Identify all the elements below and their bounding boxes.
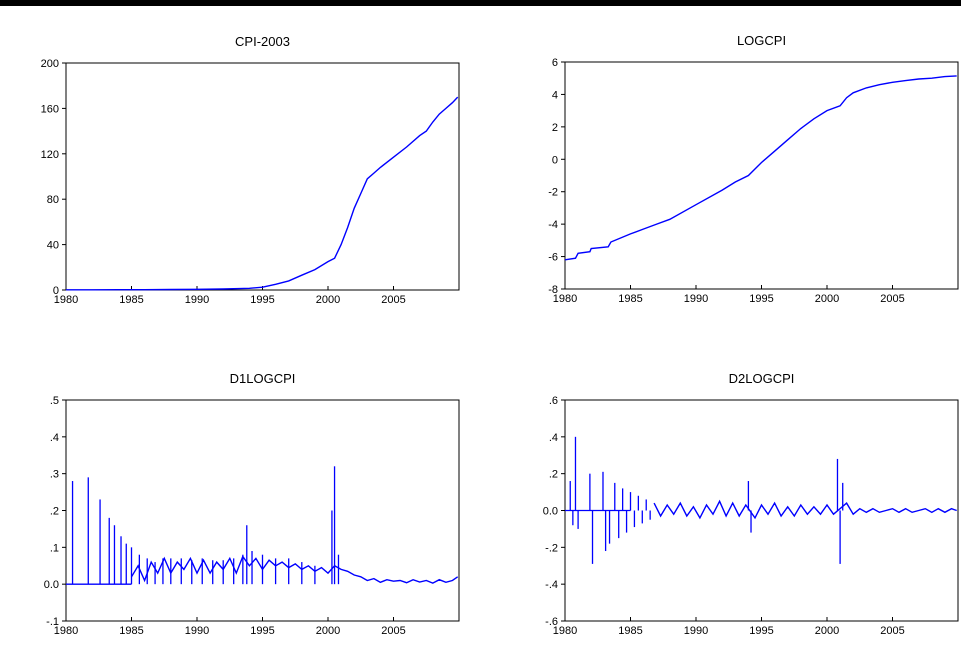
y-tick-label: 0.0 (44, 579, 59, 591)
y-tick-label: .1 (50, 542, 59, 554)
x-tick-label: 1990 (185, 625, 209, 637)
series-line-1 (653, 499, 957, 520)
y-tick-label: .4 (549, 432, 558, 444)
chart-4: D2LOGCPI -.6 -.4 -.2 0.0 .2 .4 .6 1980 1985 1990 19… (543, 371, 959, 637)
y-tick-label: 0 (552, 154, 558, 166)
chart-title: D2LOGCPI (729, 371, 795, 386)
y-tick-label: -.6 (545, 616, 558, 628)
x-tick-label: 2000 (316, 294, 340, 306)
x-tick-label: 1980 (54, 625, 78, 637)
plot-frame (65, 399, 460, 622)
y-tick-label: 0.0 (543, 506, 558, 518)
plot-frame (564, 61, 959, 290)
x-tick-label: 1995 (749, 293, 773, 305)
top-rule (0, 0, 961, 6)
chart-1: CPI-2003 0 40 80 120 160 200 1980 1985 1990 1995 20… (41, 34, 460, 306)
y-tick-label: -6 (548, 252, 558, 264)
y-tick-label: -2 (548, 187, 558, 199)
x-tick-label: 1995 (250, 625, 274, 637)
chart-3: D1LOGCPI -.1 0.0 .1 .2 .3 .4 .5 1980 1985 1990 1995… (44, 371, 460, 637)
chart-title: D1LOGCPI (230, 371, 296, 386)
y-tick-label: -.1 (46, 616, 59, 628)
x-tick-label: 1990 (684, 625, 708, 637)
y-tick-label: .3 (50, 469, 59, 481)
x-tick-label: 1995 (749, 625, 773, 637)
x-tick-label: 2005 (381, 625, 405, 637)
chart-title: CPI-2003 (235, 34, 290, 49)
plot-frame (65, 62, 460, 291)
y-tick-label: .6 (549, 395, 558, 407)
y-tick-label: 0 (53, 285, 59, 297)
x-tick-label: 1985 (618, 293, 642, 305)
series-line-1 (130, 555, 459, 584)
x-tick-label: 2000 (815, 625, 839, 637)
y-tick-label: .2 (50, 506, 59, 518)
x-tick-label: 2000 (815, 293, 839, 305)
y-tick-label: .2 (549, 469, 558, 481)
y-tick-label: 6 (552, 57, 558, 69)
series-line-1 (564, 75, 957, 261)
y-tick-label: .4 (50, 432, 59, 444)
y-tick-label: -.4 (545, 579, 558, 591)
y-tick-label: 160 (41, 103, 59, 115)
x-tick-label: 1990 (185, 294, 209, 306)
x-tick-label: 1985 (618, 625, 642, 637)
x-tick-label: 1985 (119, 294, 143, 306)
x-tick-label: 2005 (381, 294, 405, 306)
chart-2: LOGCPI -8 -6 -4 -2 0 2 4 6 1980 1985 1990 1995 2000 20… (548, 33, 959, 305)
x-tick-label: 1980 (553, 625, 577, 637)
y-tick-label: 2 (552, 122, 558, 134)
x-tick-label: 1980 (553, 293, 577, 305)
y-tick-label: -.2 (545, 542, 558, 554)
y-tick-label: 80 (47, 194, 59, 206)
series-line-1 (66, 96, 459, 291)
x-tick-label: 1995 (250, 294, 274, 306)
y-tick-label: -4 (548, 219, 558, 231)
chart-title: LOGCPI (737, 33, 786, 48)
x-tick-label: 2005 (880, 293, 904, 305)
x-tick-label: 1985 (119, 625, 143, 637)
y-tick-label: 4 (552, 89, 558, 101)
x-tick-label: 2000 (316, 625, 340, 637)
y-tick-label: 40 (47, 240, 59, 252)
y-tick-label: 120 (41, 149, 59, 161)
y-tick-label: 200 (41, 58, 59, 70)
x-tick-label: 1990 (684, 293, 708, 305)
y-tick-label: .5 (50, 395, 59, 407)
x-tick-label: 1980 (54, 294, 78, 306)
x-tick-label: 2005 (880, 625, 904, 637)
y-tick-label: -8 (548, 284, 558, 296)
